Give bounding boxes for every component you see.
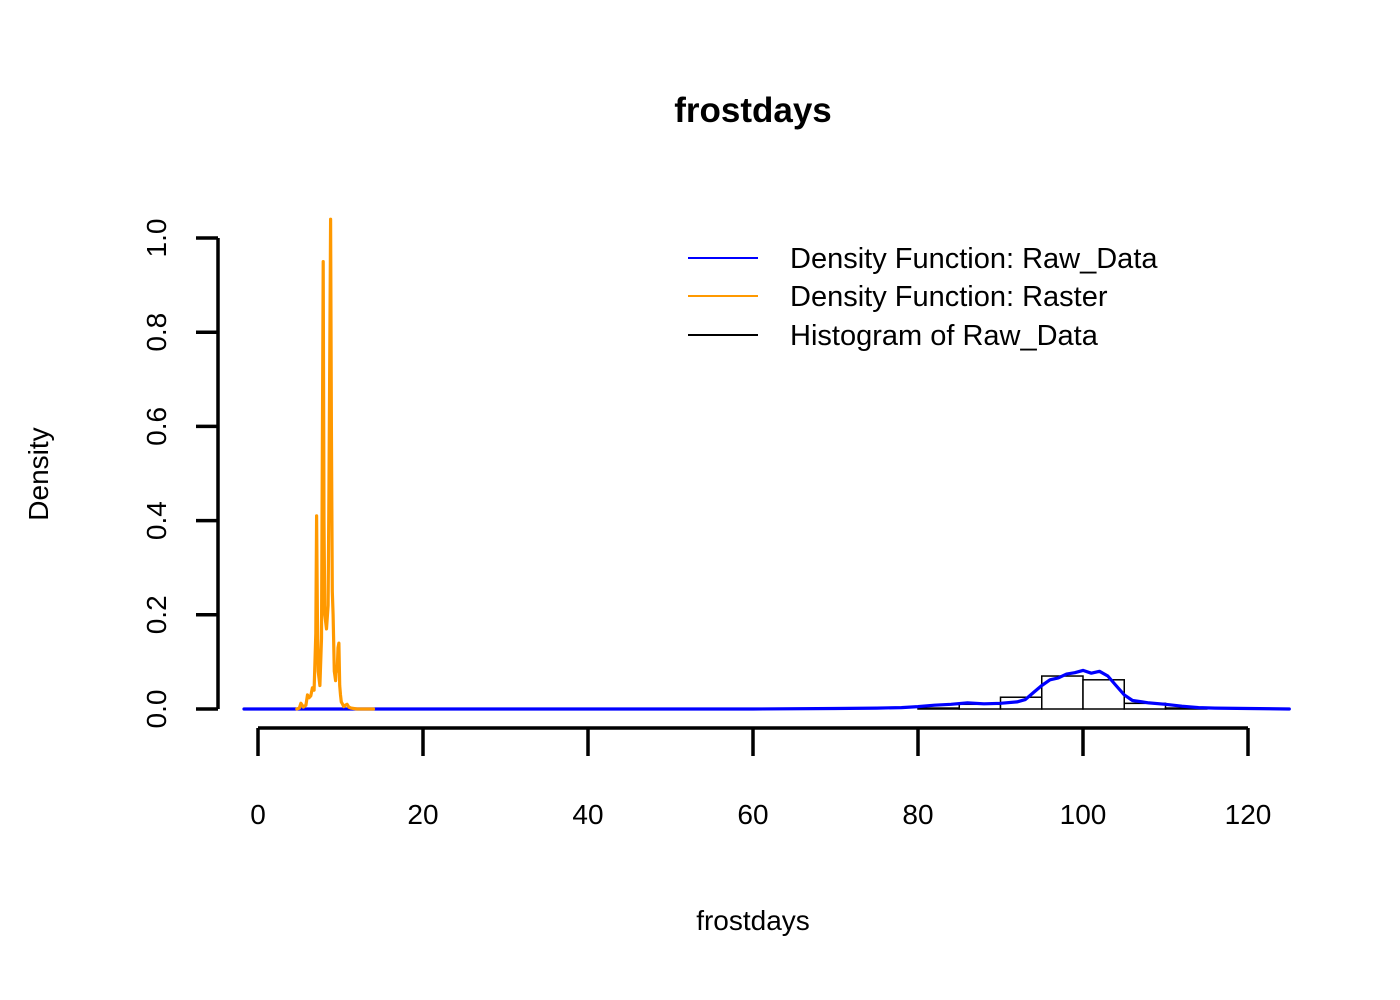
- x-tick-label: 120: [1225, 799, 1272, 830]
- y-tick-label: 0.8: [141, 313, 172, 352]
- series-line-density-function-raster: [295, 217, 376, 711]
- x-tick-label: 80: [902, 799, 933, 830]
- density-series: [242, 217, 1291, 711]
- legend-label-histogram: Histogram of Raw_Data: [790, 320, 1099, 352]
- x-tick-label: 0: [250, 799, 266, 830]
- y-tick-label: 0.2: [141, 595, 172, 634]
- legend-label-raster: Density Function: Raster: [790, 281, 1108, 313]
- legend-label-raw-data: Density Function: Raw_Data: [790, 243, 1158, 275]
- x-tick-label: 40: [572, 799, 603, 830]
- histogram-bar: [1082, 679, 1125, 710]
- x-tick-label: 60: [737, 799, 768, 830]
- histogram-bar: [917, 707, 960, 710]
- y-tick-label: 1.0: [141, 219, 172, 258]
- y-tick-label: 0.4: [141, 501, 172, 540]
- legend: Density Function: Raw_Data Density Funct…: [688, 243, 1158, 352]
- series-line-density-function-raw-data: [242, 668, 1291, 711]
- chart-title: frostdays: [674, 91, 832, 130]
- y-tick-label: 0.0: [141, 690, 172, 729]
- x-tick-label: 20: [407, 799, 438, 830]
- x-tick-label: 100: [1060, 799, 1107, 830]
- x-axis: 0 20 40 60 80 100 120: [250, 726, 1272, 830]
- x-axis-title: frostdays: [696, 905, 810, 936]
- y-tick-label: 0.6: [141, 407, 172, 446]
- y-axis: 0.0 0.2 0.4 0.6 0.8 1.0: [141, 219, 220, 729]
- y-axis-title: Density: [23, 427, 54, 520]
